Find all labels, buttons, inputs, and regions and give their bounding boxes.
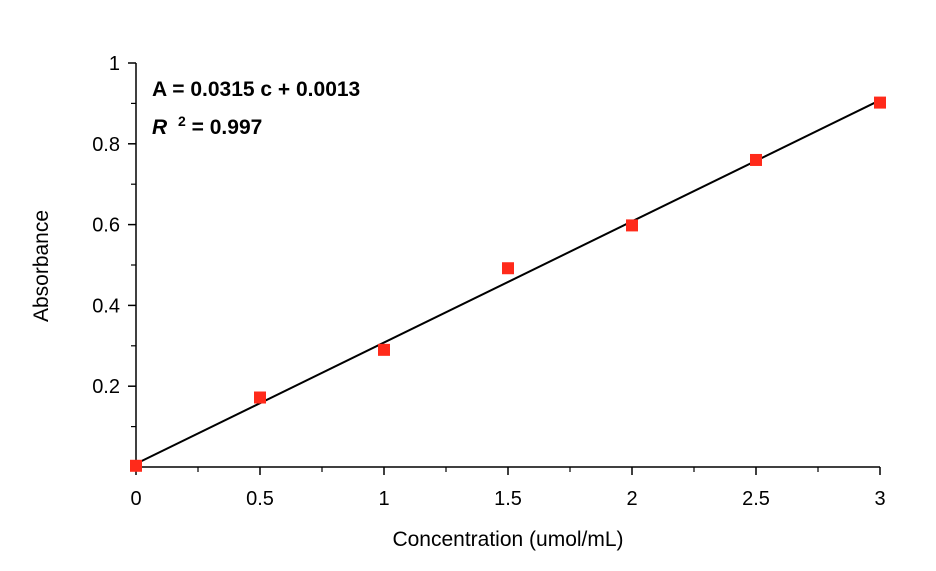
data-point xyxy=(130,459,142,472)
data-point xyxy=(750,153,762,166)
x-tick-label: 0 xyxy=(130,488,141,510)
data-points xyxy=(130,96,886,472)
x-axis-title: Concentration (umol/mL) xyxy=(392,528,623,551)
x-tick-labels: 0 0.5 1 1.5 2 2.5 3 xyxy=(130,488,885,510)
x-tick-label: 1 xyxy=(378,488,389,510)
r-superscript: 2 xyxy=(178,113,186,129)
y-tick-labels: 0.2 0.4 0.6 0.8 1 xyxy=(92,53,120,398)
data-point xyxy=(502,262,514,275)
data-point xyxy=(254,391,266,404)
y-tick-label: 0.2 xyxy=(92,376,120,398)
r-value: = 0.997 xyxy=(192,116,263,139)
r-symbol: R xyxy=(152,116,168,139)
y-tick-label: 0.8 xyxy=(92,134,120,156)
x-tick-label: 2 xyxy=(626,488,637,510)
x-tick-label: 3 xyxy=(874,488,885,510)
tick-marks xyxy=(128,62,881,475)
y-axis-title: Absorbance xyxy=(30,210,53,322)
data-point xyxy=(378,343,390,356)
trendline xyxy=(135,99,881,465)
y-tick-label: 0.4 xyxy=(92,295,120,317)
equation-label: A = 0.0315 c + 0.0013 xyxy=(152,78,360,101)
data-point xyxy=(874,96,886,109)
data-point xyxy=(626,219,638,232)
y-tick-label: 0.6 xyxy=(92,215,120,237)
y-tick-label: 1 xyxy=(109,53,120,75)
r-squared-label: R 2 = 0.997 xyxy=(152,108,262,139)
x-tick-label: 1.5 xyxy=(494,488,522,510)
x-tick-label: 0.5 xyxy=(246,488,274,510)
x-tick-label: 2.5 xyxy=(742,488,770,510)
